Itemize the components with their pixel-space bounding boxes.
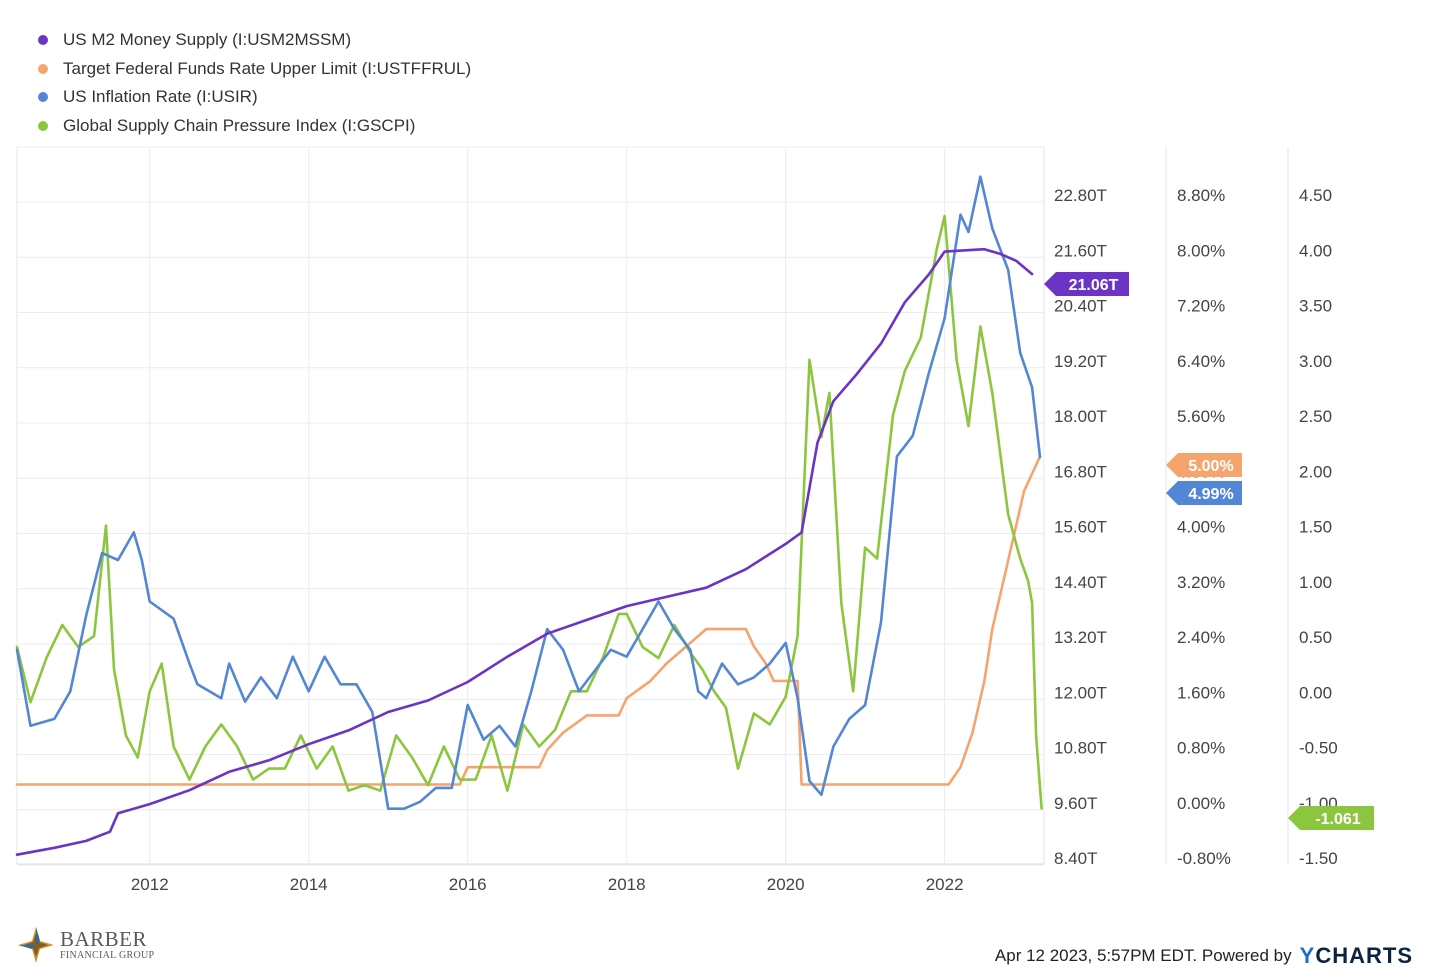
legend-item[interactable]: Target Federal Funds Rate Upper Limit (I… <box>38 55 471 84</box>
m2-tick-label: 13.20T <box>1054 628 1107 647</box>
gscpi-tick-label: 2.00 <box>1299 462 1332 481</box>
gscpi-tick-label: 1.50 <box>1299 518 1332 537</box>
end-value-label: 5.00% <box>1188 458 1233 475</box>
m2-tick-label: 19.20T <box>1054 352 1107 371</box>
gscpi-tick-label: -0.50 <box>1299 739 1338 758</box>
m2-tick-label: 21.60T <box>1054 241 1107 260</box>
x-tick-label: 2012 <box>131 875 169 894</box>
m2-tick-label: 20.40T <box>1054 297 1107 316</box>
m2-tick-label: 14.40T <box>1054 573 1107 592</box>
x-tick-label: 2022 <box>926 875 964 894</box>
percent-tick-label: 1.60% <box>1177 683 1225 702</box>
legend-dot-icon <box>38 120 48 131</box>
series-line <box>15 247 1034 856</box>
barber-financial-logo: BARBER FINANCIAL GROUP <box>16 925 154 965</box>
m2-tick-label: 15.60T <box>1054 518 1107 537</box>
gscpi-tick-label: -1.50 <box>1299 849 1338 868</box>
series-line <box>15 455 1042 786</box>
percent-tick-label: 8.80% <box>1177 186 1225 205</box>
m2-tick-label: 12.00T <box>1054 683 1107 702</box>
gscpi-tick-label: 0.50 <box>1299 628 1332 647</box>
end-value-label: -1.061 <box>1315 811 1360 828</box>
brand-name: BARBER <box>60 927 148 951</box>
legend-label: Target Federal Funds Rate Upper Limit (I… <box>63 58 472 78</box>
gscpi-tick-label: 0.00 <box>1299 683 1332 702</box>
legend-label: Global Supply Chain Pressure Index (I:GS… <box>63 115 416 135</box>
barber-logo-icon <box>18 927 54 963</box>
end-value-label: 21.06T <box>1069 277 1119 294</box>
percent-tick-label: 0.80% <box>1177 739 1225 758</box>
m2-tick-label: 22.80T <box>1054 186 1107 205</box>
chart-legend: US M2 Money Supply (I:USM2MSSM) Target Fe… <box>38 26 471 140</box>
end-value-label: 4.99% <box>1188 486 1233 503</box>
gscpi-tick-label: 4.50 <box>1299 186 1332 205</box>
end-value-flag <box>1166 481 1242 505</box>
percent-tick-label: 5.60% <box>1177 407 1225 426</box>
percent-tick-label: 3.20% <box>1177 573 1225 592</box>
series-line <box>15 214 1043 810</box>
legend-item[interactable]: US M2 Money Supply (I:USM2MSSM) <box>38 26 471 55</box>
m2-tick-label: 16.80T <box>1054 462 1107 481</box>
legend-dot-icon <box>38 35 48 46</box>
legend-label: US M2 Money Supply (I:USM2MSSM) <box>63 30 352 50</box>
end-value-flag <box>1044 272 1129 296</box>
percent-tick-label: 6.40% <box>1177 352 1225 371</box>
gscpi-tick-label: 3.00 <box>1299 352 1332 371</box>
end-value-flag <box>1166 453 1242 477</box>
footer-timestamp: Apr 12 2023, 5:57PM EDT. Powered by <box>994 946 1292 965</box>
brand-sub: FINANCIAL GROUP <box>60 950 155 961</box>
footer-credit: Apr 12 2023, 5:57PM EDT. Powered by YCHA… <box>995 943 1413 969</box>
legend-item[interactable]: US Inflation Rate (I:USIR) <box>38 83 471 112</box>
m2-tick-label: 9.60T <box>1054 794 1097 813</box>
legend-item[interactable]: Global Supply Chain Pressure Index (I:GS… <box>38 112 471 141</box>
gscpi-tick-label: 2.50 <box>1299 407 1332 426</box>
series-line <box>15 175 1042 810</box>
gscpi-tick-label: 4.00 <box>1299 241 1332 260</box>
m2-tick-label: 18.00T <box>1054 407 1107 426</box>
ycharts-logo[interactable]: YCHARTS <box>1299 943 1413 968</box>
legend-dot-icon <box>38 63 48 74</box>
x-tick-label: 2014 <box>290 875 328 894</box>
x-tick-label: 2018 <box>608 875 646 894</box>
m2-tick-label: 8.40T <box>1054 849 1097 868</box>
legend-dot-icon <box>38 92 48 103</box>
percent-tick-label: -0.80% <box>1177 849 1231 868</box>
gscpi-tick-label: 1.00 <box>1299 573 1332 592</box>
percent-tick-label: 0.00% <box>1177 794 1225 813</box>
gscpi-tick-label: 3.50 <box>1299 297 1332 316</box>
percent-tick-label: 7.20% <box>1177 297 1225 316</box>
percent-tick-label: 2.40% <box>1177 628 1225 647</box>
percent-tick-label: 8.00% <box>1177 241 1225 260</box>
x-tick-label: 2016 <box>449 875 487 894</box>
end-value-flag <box>1288 806 1374 830</box>
percent-tick-label: 4.00% <box>1177 518 1225 537</box>
legend-label: US Inflation Rate (I:USIR) <box>63 87 258 107</box>
x-tick-label: 2020 <box>767 875 805 894</box>
m2-tick-label: 10.80T <box>1054 739 1107 758</box>
